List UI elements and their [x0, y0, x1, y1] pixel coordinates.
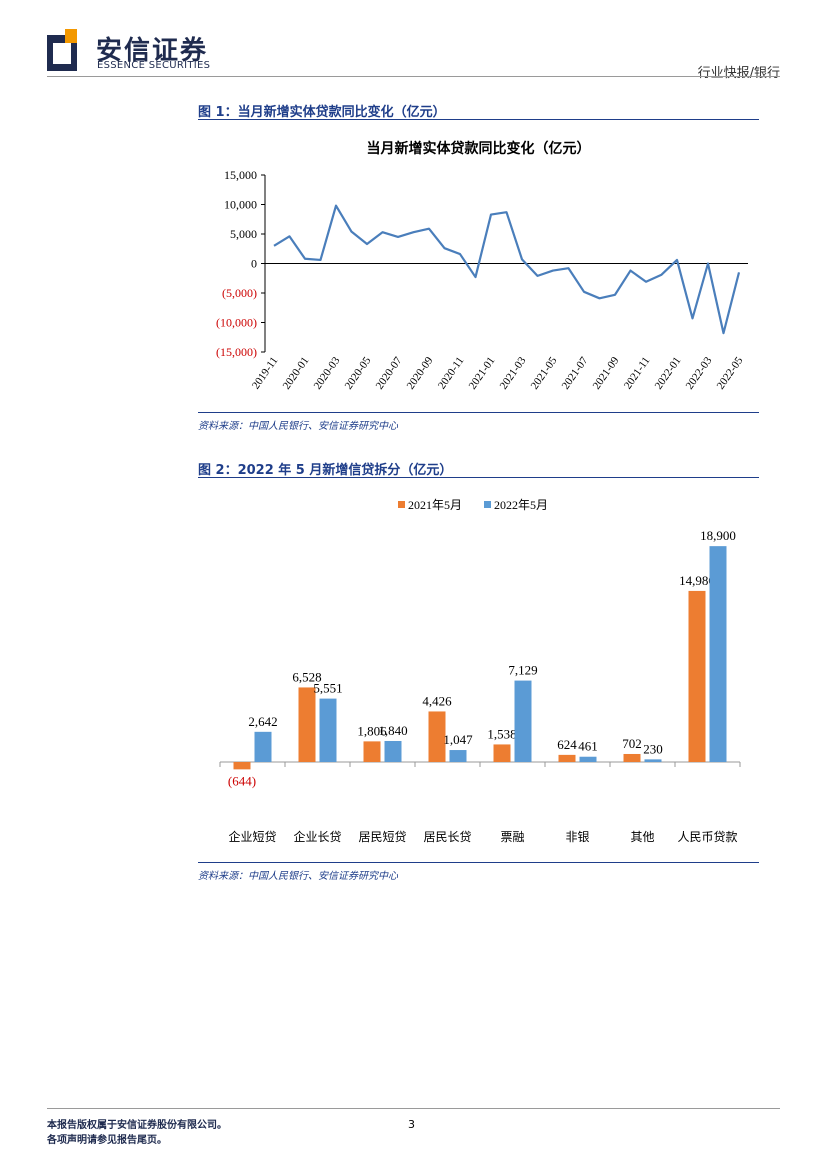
legend-label: 2022年5月: [494, 498, 548, 512]
figure1-title: 图 1：当月新增实体贷款同比变化（亿元）: [198, 105, 446, 120]
bar: [298, 687, 316, 762]
bar: [233, 762, 251, 770]
figure1-bottom-rule: [198, 412, 759, 413]
y-tick-label: (5,000): [222, 286, 257, 300]
data-label: 4,426: [422, 693, 452, 708]
copyright-notice: 本报告版权属于安信证券股份有限公司。: [47, 1120, 227, 1131]
bar: [319, 698, 337, 762]
x-tick-label: 2020-11: [436, 355, 467, 392]
data-label: 6,528: [292, 669, 321, 684]
data-label: 2,642: [248, 714, 277, 729]
bar: [493, 744, 511, 762]
figure2-title: 图 2：2022 年 5 月新增信贷拆分（亿元）: [198, 463, 453, 478]
category-label: 非银: [565, 830, 589, 844]
bar: [688, 590, 706, 762]
disclaimer-notice: 各项声明请参见报告尾页。: [47, 1135, 167, 1146]
bar: [254, 731, 272, 762]
y-tick-label: 5,000: [230, 227, 257, 241]
figure2-source: 资料来源：中国人民银行、安信证券研究中心: [198, 871, 398, 882]
x-tick-label: 2021-01: [467, 355, 498, 392]
data-label: 5,551: [313, 681, 342, 696]
bar: [644, 759, 662, 762]
bar: [514, 680, 532, 762]
x-tick-label: 2021-03: [498, 354, 529, 391]
logo-icon: [47, 29, 77, 71]
legend-swatch: [398, 501, 405, 508]
category-label: 人民币贷款: [677, 830, 737, 844]
bar: [428, 711, 446, 762]
header-divider: [47, 76, 780, 77]
data-label: 461: [578, 739, 598, 754]
y-tick-label: (10,000): [216, 316, 257, 330]
bar: [384, 740, 402, 762]
bar: [363, 741, 381, 762]
category-label: 票融: [500, 830, 524, 844]
bar: [709, 546, 727, 762]
y-tick-label: 15,000: [224, 168, 257, 182]
category-label: 其他: [630, 830, 654, 844]
x-tick-label: 2022-01: [653, 355, 684, 392]
data-label: 230: [643, 741, 663, 756]
legend-label: 2021年5月: [408, 498, 462, 512]
x-tick-label: 2020-03: [312, 354, 343, 391]
data-label: 702: [622, 736, 642, 751]
figure2-bottom-rule: [198, 862, 759, 863]
chart1-title: 当月新增实体贷款同比变化（亿元）: [366, 141, 591, 157]
legend-swatch: [484, 501, 491, 508]
data-label: 1,840: [378, 723, 407, 738]
x-tick-label: 2021-05: [529, 354, 560, 391]
category-label: 企业短贷: [228, 829, 276, 844]
bar: [558, 754, 576, 762]
x-tick-label: 2021-11: [622, 355, 653, 392]
y-tick-label: (15,000): [216, 345, 257, 359]
page-number: 3: [408, 1118, 415, 1131]
x-tick-label: 2022-03: [684, 354, 715, 391]
bar: [449, 750, 467, 762]
data-label: 14,980: [679, 573, 715, 588]
footer-divider: [47, 1108, 780, 1109]
category-label: 居民长贷: [423, 830, 471, 844]
x-tick-label: 2021-07: [560, 354, 591, 391]
y-tick-label: 0: [251, 257, 257, 271]
figure2-rule: [198, 477, 759, 478]
bar: [623, 753, 641, 762]
series-line: [273, 204, 741, 335]
bar: [579, 756, 597, 762]
data-label: 18,900: [700, 528, 736, 543]
data-label: (644): [228, 773, 256, 788]
brand-name-cn: 安信证券: [96, 36, 209, 66]
brand-name-en: ESSENCE SECURITIES: [97, 60, 211, 71]
category-label: 居民短贷: [358, 830, 406, 844]
data-label: 1,538: [487, 726, 516, 741]
x-tick-label: 2022-05: [715, 354, 746, 391]
figure1-source: 资料来源：中国人民银行、安信证券研究中心: [198, 421, 398, 432]
x-tick-label: 2020-01: [281, 355, 312, 392]
x-tick-label: 2020-05: [343, 354, 374, 391]
y-tick-label: 10,000: [224, 198, 257, 212]
data-label: 1,806: [357, 723, 387, 738]
report-category: 行业快报/银行: [697, 66, 780, 81]
x-tick-label: 2020-07: [374, 354, 405, 391]
x-tick-label: 2019-11: [250, 355, 281, 392]
x-tick-label: 2020-09: [405, 354, 436, 391]
data-label: 1,047: [443, 732, 473, 747]
data-label: 624: [557, 737, 577, 752]
figure1-rule: [198, 119, 759, 120]
category-label: 企业长贷: [293, 829, 341, 844]
x-tick-label: 2021-09: [591, 354, 622, 391]
data-label: 7,129: [508, 663, 537, 678]
line-chart: 15,000 10,000 5,000 0 (5,000) (10,000) (15,000…: [216, 168, 748, 392]
